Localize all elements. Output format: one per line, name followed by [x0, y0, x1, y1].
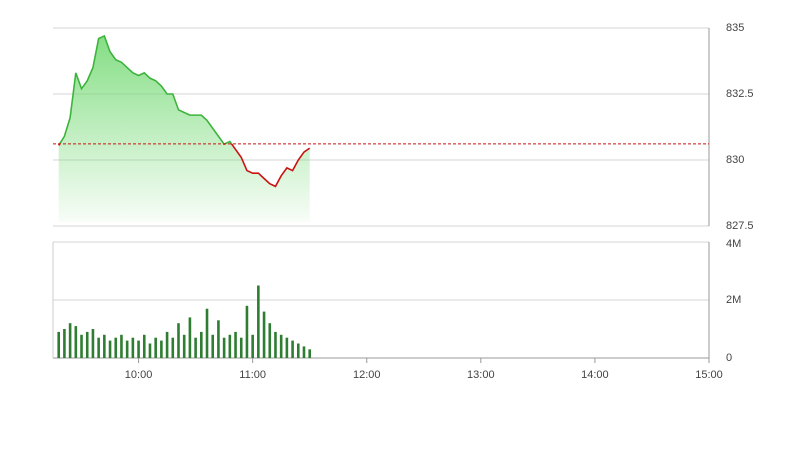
price-line: [58, 34, 311, 188]
y-tick-label: 832.5: [726, 88, 754, 100]
volume-bar: [148, 343, 152, 358]
volume-bar: [234, 331, 237, 358]
x-tick-label: 12:00: [353, 369, 381, 381]
volume-bar: [262, 311, 266, 358]
volume-bar: [239, 337, 243, 358]
x-tick-label: 14:00: [581, 369, 609, 381]
volume-bar: [188, 317, 192, 358]
volume-bar: [302, 346, 306, 358]
volume-bar: [285, 337, 289, 358]
volume-bar: [131, 337, 135, 358]
x-tick-label: 15:00: [695, 369, 723, 381]
y-tick-label: 835: [726, 22, 744, 34]
volume-bar: [57, 331, 61, 358]
volume-bar: [160, 340, 163, 358]
volume-bar: [114, 337, 118, 358]
volume-bar: [137, 340, 140, 358]
y-tick-label: 0: [726, 352, 732, 364]
volume-bar: [222, 337, 226, 358]
volume-bar: [205, 308, 209, 358]
volume-bar: [228, 334, 232, 358]
volume-bar: [251, 334, 254, 358]
y-tick-label: 4M: [726, 238, 741, 250]
volume-bar: [268, 323, 272, 358]
y-tick-label: 827.5: [726, 220, 754, 232]
volume-bar: [85, 331, 89, 358]
volume-bar: [97, 337, 100, 358]
volume-bar: [279, 334, 283, 358]
volume-bar: [245, 305, 249, 358]
volume-bar: [154, 337, 157, 358]
volume-bar: [103, 334, 106, 358]
volume-bar: [108, 340, 112, 358]
volume-bar: [125, 340, 129, 358]
volume-bar: [171, 337, 175, 358]
volume-bar: [165, 331, 169, 358]
volume-bar: [200, 331, 203, 358]
volume-bar: [74, 326, 78, 358]
volume-bar: [142, 334, 146, 358]
y-tick-label: 2M: [726, 294, 741, 306]
x-tick-label: 11:00: [239, 369, 266, 381]
volume-bar: [91, 329, 95, 358]
volume-bar: [120, 334, 123, 358]
volume-bar: [194, 337, 197, 358]
volume-bar: [217, 320, 220, 358]
volume-bar: [182, 334, 186, 358]
volume-bar: [63, 329, 66, 358]
volume-bar: [177, 323, 180, 358]
volume-bar: [80, 334, 83, 358]
volume-bar: [296, 343, 300, 358]
volume-bar: [291, 340, 294, 358]
x-tick-label: 10:00: [125, 369, 153, 381]
area-fill: [58, 35, 310, 222]
volume-bar: [257, 285, 260, 358]
x-tick-label: 13:00: [467, 369, 495, 381]
volume-bar: [274, 331, 277, 358]
volume-bar: [308, 349, 311, 358]
volume-bar: [68, 323, 72, 358]
y-tick-label: 830: [726, 154, 744, 166]
volume-bar: [211, 334, 215, 358]
